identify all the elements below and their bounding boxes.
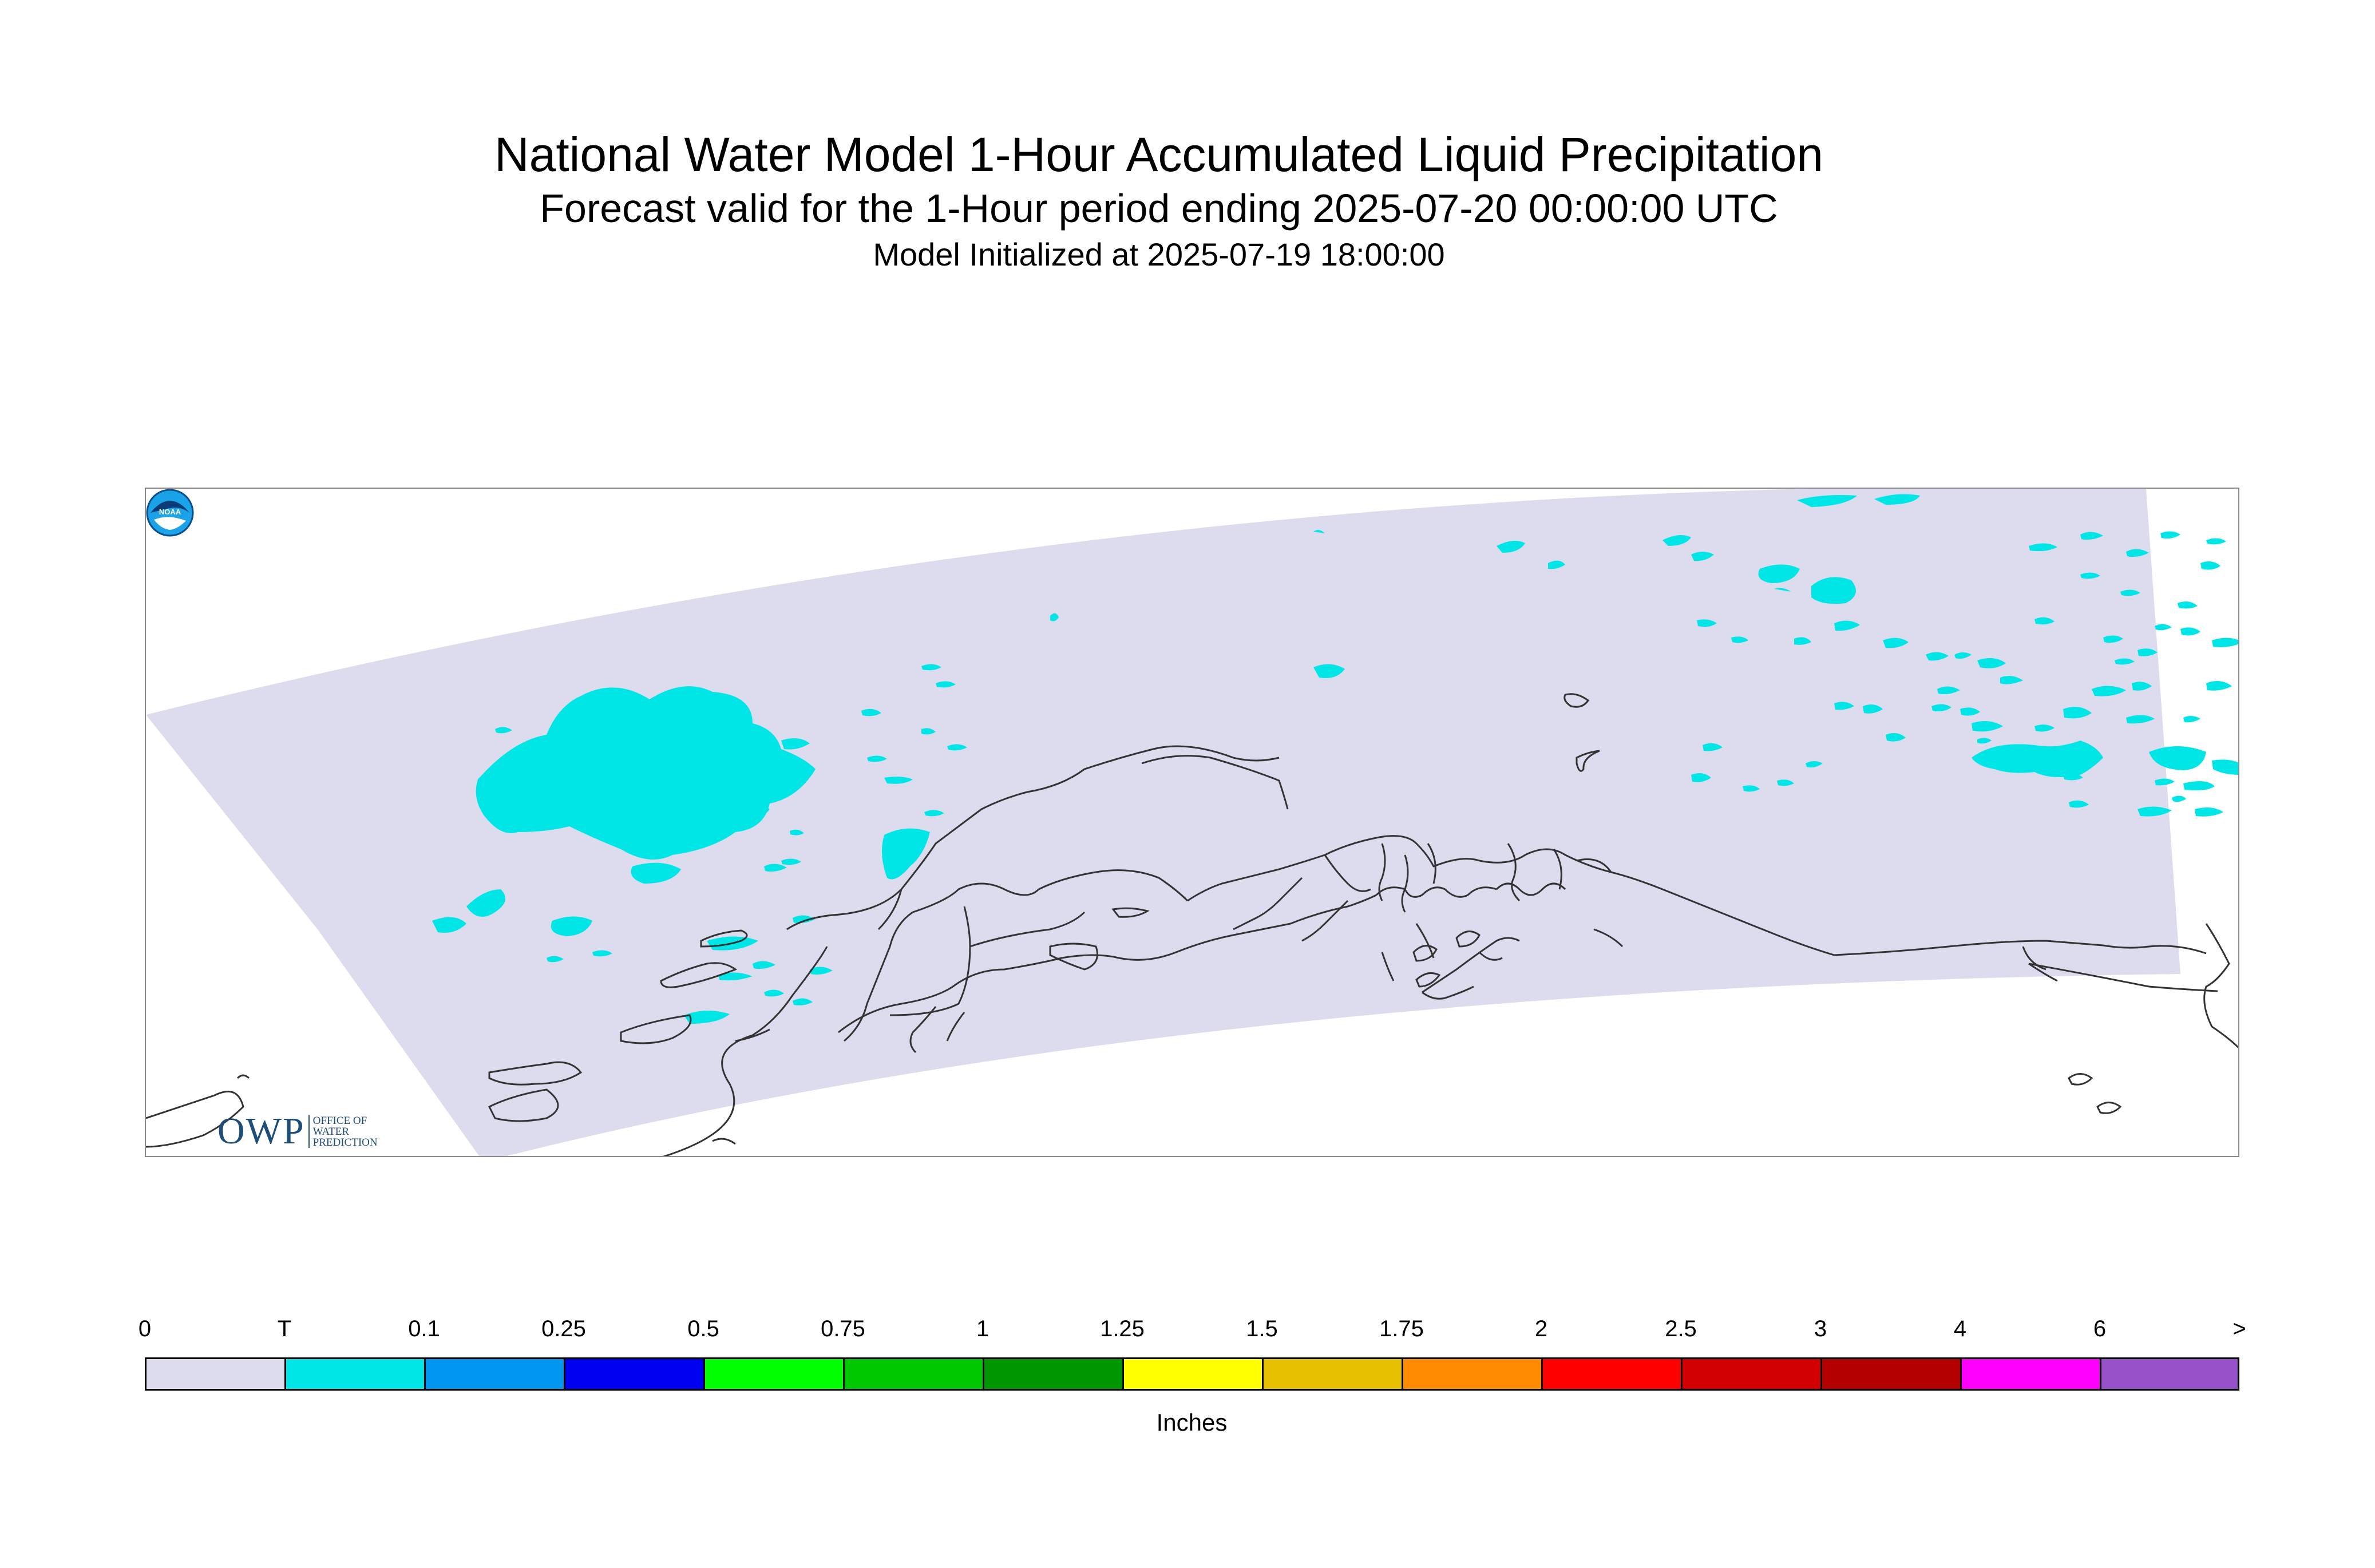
owp-logo-subtext: OFFICE OF WATER PREDICTION [308, 1115, 378, 1148]
legend-swatch [424, 1357, 564, 1391]
legend-tick-label: 1.75 [1379, 1316, 1424, 1341]
legend-tick-label: 0.25 [541, 1316, 586, 1341]
legend-tick-label: 3 [1814, 1316, 1827, 1341]
legend-tick-label: 0 [138, 1316, 152, 1341]
legend-swatch [1681, 1357, 1820, 1391]
legend-swatch [1402, 1357, 1541, 1391]
legend-tick-label: 1 [976, 1316, 989, 1341]
legend-tick-label: 6 [2093, 1316, 2107, 1341]
legend-swatch [843, 1357, 983, 1391]
legend-swatch [1820, 1357, 1960, 1391]
legend-tick-label: T [277, 1316, 292, 1341]
legend-tick-label: 1.5 [1246, 1316, 1278, 1341]
legend-tick-label: 1.25 [1100, 1316, 1145, 1341]
legend-swatch [703, 1357, 843, 1391]
map-subtitle: Forecast valid for the 1-Hour period end… [540, 186, 1778, 231]
noaa-logo-icon: NOAA [146, 489, 194, 537]
legend-tick-label: > [2232, 1316, 2246, 1341]
legend-swatch [1541, 1357, 1681, 1391]
legend-swatch [983, 1357, 1122, 1391]
model-init-label: Model Initialized at 2025-07-19 18:00:00 [873, 236, 1445, 272]
alaska-coastline [662, 745, 2238, 1156]
legend-tick-label: 0.1 [408, 1316, 440, 1341]
legend-swatch [1960, 1357, 2100, 1391]
color-legend [145, 1357, 2239, 1391]
legend-tick-label: 2 [1534, 1316, 1548, 1341]
legend-tick-label: 4 [1953, 1316, 1967, 1341]
map-canvas [146, 489, 2238, 1156]
coastal-islands [146, 693, 2122, 1148]
noaa-logo-text: NOAA [159, 508, 181, 516]
legend-tick-label: 0.75 [821, 1316, 865, 1341]
precipitation-trace-areas [432, 494, 2238, 1024]
legend-swatch [564, 1357, 703, 1391]
owp-logo: OWP OFFICE OF WATER PREDICTION [217, 1110, 378, 1153]
model-domain-area [146, 489, 2180, 1156]
legend-tick-label: 2.5 [1665, 1316, 1697, 1341]
legend-swatch [284, 1357, 424, 1391]
owp-logo-text: OWP [217, 1110, 305, 1152]
legend-swatch [1262, 1357, 1402, 1391]
legend-swatch [1122, 1357, 1262, 1391]
legend-swatch [145, 1357, 284, 1391]
precipitation-map: OWP OFFICE OF WATER PREDICTION NOAA [145, 488, 2239, 1157]
legend-swatch [2100, 1357, 2239, 1391]
map-title: National Water Model 1-Hour Accumulated … [494, 128, 1824, 181]
legend-units-label: Inches [1156, 1409, 1228, 1436]
legend-tick-label: 0.5 [687, 1316, 719, 1341]
